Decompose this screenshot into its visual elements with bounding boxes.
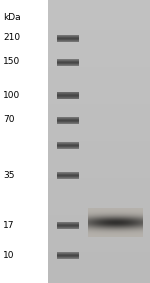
Text: 10: 10: [3, 250, 15, 260]
Text: 70: 70: [3, 115, 15, 125]
Text: 210: 210: [3, 33, 20, 42]
Text: kDa: kDa: [3, 14, 21, 23]
Text: 100: 100: [3, 91, 20, 100]
Text: 17: 17: [3, 220, 15, 230]
Text: 150: 150: [3, 57, 20, 67]
Text: 35: 35: [3, 170, 15, 179]
